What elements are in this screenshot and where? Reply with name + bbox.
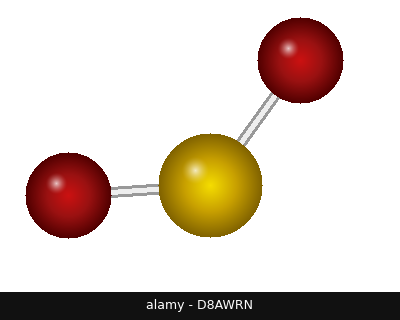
Text: alamy - D8AWRN: alamy - D8AWRN [146, 300, 254, 313]
